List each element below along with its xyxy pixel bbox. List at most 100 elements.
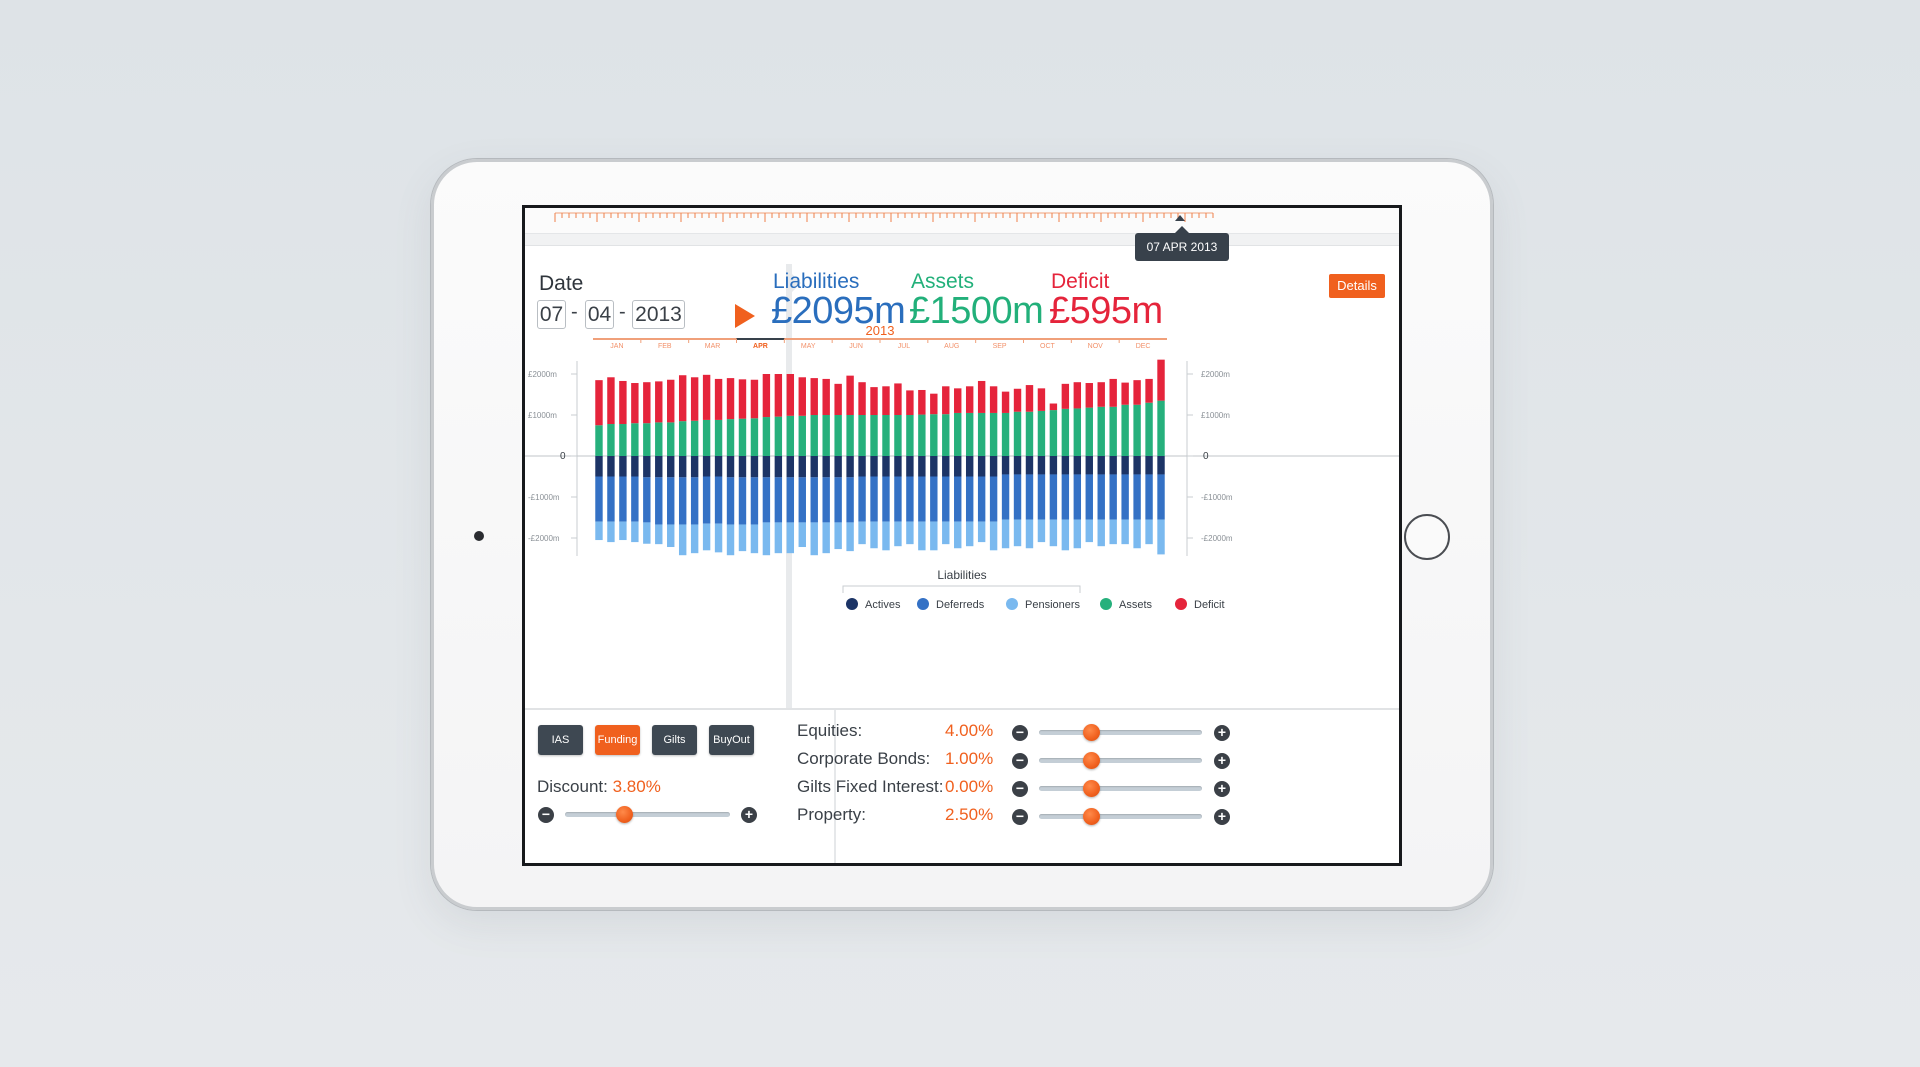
bar-pensioners[interactable] [1157, 519, 1165, 555]
allocation-slider-thumb[interactable] [1083, 724, 1101, 741]
bar-actives[interactable] [667, 456, 675, 478]
bar-deferreds[interactable] [1037, 474, 1046, 520]
bar-deficit[interactable] [977, 380, 986, 413]
bar-deficit[interactable] [726, 378, 735, 420]
bar-actives[interactable] [1121, 456, 1129, 475]
bar-pensioners[interactable] [667, 524, 675, 548]
bar-assets[interactable] [726, 419, 735, 456]
month-label[interactable]: NOV [1088, 343, 1104, 350]
bar-assets[interactable] [655, 422, 663, 456]
bar-pensioners[interactable] [858, 521, 866, 545]
bar-pensioners[interactable] [1025, 519, 1034, 549]
allocation-slider-thumb[interactable] [1083, 780, 1101, 797]
bar-assets[interactable] [1097, 406, 1105, 456]
bar-assets[interactable] [702, 419, 711, 456]
bar-actives[interactable] [643, 456, 651, 478]
bar-pensioners[interactable] [702, 523, 711, 551]
allocation-slider-thumb[interactable] [1083, 752, 1101, 769]
mode-button-ias[interactable]: IAS [538, 725, 583, 755]
bar-actives[interactable] [1157, 456, 1165, 475]
bar-deficit[interactable] [702, 374, 711, 420]
bar-deficit[interactable] [1157, 359, 1165, 401]
bar-deferreds[interactable] [726, 477, 735, 525]
bar-actives[interactable] [1025, 456, 1034, 475]
bar-pensioners[interactable] [977, 521, 986, 543]
bar-deferreds[interactable] [834, 477, 842, 523]
bar-actives[interactable] [1133, 456, 1141, 475]
date-day-field[interactable]: 07 [537, 300, 566, 329]
bar-pensioners[interactable] [1013, 519, 1022, 547]
bar-pensioners[interactable] [774, 522, 783, 554]
bar-assets[interactable] [1001, 412, 1010, 456]
bar-deferreds[interactable] [619, 476, 627, 522]
bar-deficit[interactable] [894, 383, 902, 415]
bar-deferreds[interactable] [655, 477, 663, 525]
bar-pensioners[interactable] [822, 522, 830, 554]
bar-assets[interactable] [1157, 400, 1165, 456]
bar-deficit[interactable] [965, 386, 974, 413]
discount-slider-track[interactable] [565, 812, 730, 817]
bar-actives[interactable] [1145, 456, 1153, 475]
bar-assets[interactable] [906, 415, 914, 456]
bar-actives[interactable] [858, 456, 866, 477]
bar-deficit[interactable] [989, 386, 998, 413]
date-month-field[interactable]: 04 [585, 300, 614, 329]
legend-label-assets[interactable]: Assets [1119, 599, 1153, 611]
bar-actives[interactable] [894, 456, 902, 477]
bar-deferreds[interactable] [1133, 474, 1141, 520]
month-label[interactable]: MAR [705, 343, 721, 350]
bar-assets[interactable] [942, 414, 950, 456]
bar-assets[interactable] [1133, 404, 1141, 456]
bar-assets[interactable] [834, 415, 842, 456]
bar-assets[interactable] [595, 425, 603, 456]
discount-plus-button[interactable]: + [741, 807, 757, 823]
bar-deferreds[interactable] [1025, 474, 1034, 520]
bar-actives[interactable] [930, 456, 938, 477]
bar-assets[interactable] [977, 412, 986, 456]
bar-deficit[interactable] [918, 389, 926, 415]
bar-pensioners[interactable] [918, 521, 926, 551]
bar-deferreds[interactable] [750, 477, 759, 525]
bar-deferreds[interactable] [798, 477, 806, 523]
bar-actives[interactable] [1061, 456, 1070, 475]
discount-slider-thumb[interactable] [616, 806, 634, 823]
bar-pensioners[interactable] [942, 521, 950, 545]
bar-deficit[interactable] [762, 374, 771, 418]
bar-pensioners[interactable] [678, 524, 687, 556]
bar-actives[interactable] [834, 456, 842, 478]
bar-assets[interactable] [631, 423, 639, 456]
bar-deferreds[interactable] [894, 476, 902, 522]
bar-pensioners[interactable] [1133, 519, 1141, 549]
bar-actives[interactable] [619, 456, 627, 477]
bar-deficit[interactable] [1121, 382, 1129, 405]
bar-deficit[interactable] [714, 378, 723, 420]
bar-pensioners[interactable] [714, 523, 723, 553]
bar-deferreds[interactable] [1049, 474, 1058, 520]
bar-assets[interactable] [762, 417, 771, 456]
bar-actives[interactable] [977, 456, 986, 477]
bar-deferreds[interactable] [595, 476, 603, 522]
bar-actives[interactable] [942, 456, 950, 477]
month-label[interactable]: JUL [898, 343, 911, 350]
bar-deficit[interactable] [954, 388, 962, 413]
bar-deferreds[interactable] [643, 477, 651, 523]
bar-pensioners[interactable] [1073, 519, 1082, 549]
bar-actives[interactable] [607, 456, 615, 477]
bar-actives[interactable] [918, 456, 926, 477]
bar-deferreds[interactable] [846, 477, 854, 523]
bar-pensioners[interactable] [738, 524, 747, 552]
bar-assets[interactable] [667, 422, 675, 456]
bar-deficit[interactable] [942, 386, 950, 415]
bar-assets[interactable] [930, 414, 938, 456]
bar-deficit[interactable] [750, 379, 759, 419]
bar-actives[interactable] [786, 456, 795, 478]
bar-pensioners[interactable] [631, 521, 639, 543]
bar-actives[interactable] [1097, 456, 1105, 475]
bar-actives[interactable] [810, 456, 818, 478]
bar-actives[interactable] [750, 456, 759, 478]
bar-deferreds[interactable] [870, 476, 878, 522]
bar-pensioners[interactable] [762, 522, 771, 556]
discount-minus-button[interactable]: − [538, 807, 554, 823]
bar-deficit[interactable] [786, 374, 795, 416]
bar-deficit[interactable] [1025, 385, 1034, 412]
